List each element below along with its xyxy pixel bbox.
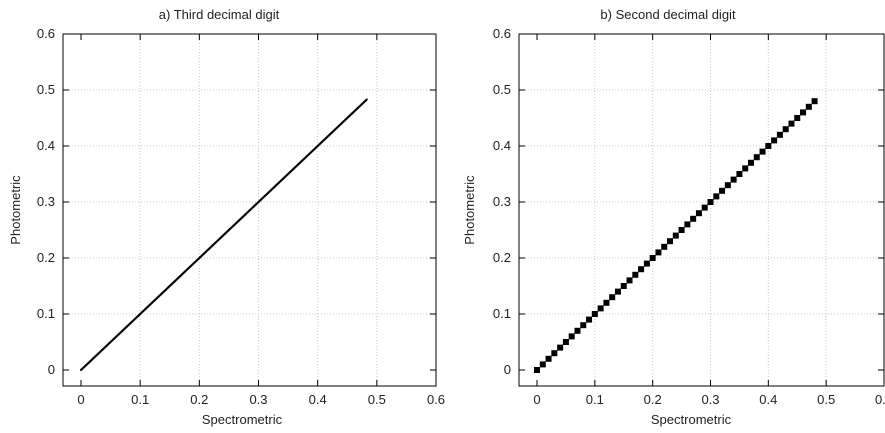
y-axis-label-a: Photometric — [8, 175, 23, 245]
x-tick-label: 0.3 — [701, 392, 719, 407]
x-tick-label: 0.5 — [817, 392, 835, 407]
data-point — [742, 165, 749, 172]
data-point — [534, 367, 540, 373]
y-tick-label: 0 — [48, 362, 55, 377]
y-tick-label: 0.1 — [37, 306, 55, 321]
data-point — [690, 215, 697, 222]
y-tick-label: 0.6 — [37, 26, 55, 41]
y-tick-label: 0 — [504, 362, 511, 377]
data-point — [614, 288, 621, 295]
x-axis-label-a: Spectrometric — [202, 412, 283, 427]
data-point — [580, 322, 587, 329]
x-ticks-a: 0 0.1 0.2 0.3 0.4 0.5 0.6 — [77, 34, 445, 407]
x-tick-label: 0.6 — [875, 392, 885, 407]
data-point — [672, 232, 679, 239]
chart-panel-a: a) Third decimal digit 00.10.20.30.40.50… — [8, 7, 445, 427]
data-point — [695, 210, 702, 217]
data-point — [713, 193, 720, 200]
x-tick-label: 0.4 — [309, 392, 327, 407]
data-point — [591, 311, 598, 317]
x-tick-label: 0.4 — [759, 392, 777, 407]
data-point — [765, 143, 772, 149]
data-point — [753, 154, 760, 161]
y-tick-label: 0.3 — [493, 194, 511, 209]
data-point — [603, 299, 610, 306]
data-point — [632, 271, 639, 278]
data-point — [620, 283, 627, 289]
data-point — [724, 182, 731, 189]
data-point — [568, 333, 575, 340]
plot-frame-b — [518, 33, 885, 387]
data-point — [655, 249, 662, 256]
chart-title-a: a) Third decimal digit — [159, 7, 280, 22]
y-ticks-a: 0 0.1 0.2 0.3 0.4 0.5 0.6 — [37, 26, 436, 377]
data-point — [539, 361, 546, 368]
data-point — [719, 187, 726, 194]
x-tick-label: 0.3 — [249, 392, 267, 407]
data-point — [667, 238, 674, 245]
y-tick-label: 0.5 — [493, 82, 511, 97]
data-point — [759, 148, 766, 155]
data-point — [649, 255, 656, 261]
x-tick-label: 0.6 — [427, 392, 445, 407]
plot-frame-a — [62, 33, 437, 387]
x-tick-label: 0.5 — [368, 392, 386, 407]
data-point — [788, 120, 795, 127]
y-tick-label: 0.2 — [493, 250, 511, 265]
chart-title-b: b) Second decimal digit — [600, 7, 736, 22]
y-tick-label: 0.4 — [493, 138, 511, 153]
x-ticks-b: 0 0.1 0.2 0.3 0.4 0.5 0.6 — [533, 34, 885, 407]
data-point — [811, 98, 818, 105]
data-point — [776, 131, 783, 138]
grid-a — [63, 34, 436, 386]
data-point — [771, 137, 778, 144]
y-tick-label: 0.6 — [493, 26, 511, 41]
grid-b — [519, 34, 884, 386]
data-point — [574, 327, 581, 334]
x-tick-label: 0.2 — [190, 392, 208, 407]
data-point — [557, 344, 564, 351]
data-point — [643, 260, 650, 267]
data-point — [597, 305, 604, 312]
data-point — [678, 227, 685, 233]
data-points-b — [534, 98, 818, 373]
data-point — [626, 277, 633, 284]
y-tick-label: 0.4 — [37, 138, 55, 153]
y-axis-label-b: Photometric — [462, 175, 477, 245]
chart-panel-b: b) Second decimal digit 0 0.1 0.2 0.3 0.4 0.5… — [462, 7, 885, 427]
data-point — [730, 176, 737, 183]
y-tick-label: 0.2 — [37, 250, 55, 265]
x-tick-label: 0 — [533, 392, 540, 407]
data-point — [794, 115, 801, 121]
data-point — [609, 294, 616, 301]
x-tick-label: 0.1 — [131, 392, 149, 407]
y-tick-label: 0.1 — [493, 306, 511, 321]
x-tick-label: 0.2 — [644, 392, 662, 407]
data-point — [736, 171, 743, 177]
data-point — [661, 243, 668, 250]
x-tick-label: 0.1 — [586, 392, 604, 407]
x-tick-label: 0 — [77, 392, 84, 407]
data-point — [747, 159, 754, 166]
data-point — [707, 199, 714, 205]
y-tick-label: 0.5 — [37, 82, 55, 97]
data-point — [701, 204, 708, 211]
data-point — [586, 316, 593, 323]
data-point — [551, 350, 558, 357]
data-point — [805, 103, 812, 110]
data-point — [562, 339, 569, 345]
x-axis-label-b: Spectrometric — [651, 412, 732, 427]
data-point — [684, 221, 691, 228]
y-ticks-b: 0 0.1 0.2 0.3 0.4 0.5 0.6 — [493, 26, 884, 377]
data-point — [365, 98, 368, 101]
data-point — [638, 266, 645, 273]
data-point — [545, 355, 552, 362]
y-tick-label: 0.3 — [37, 194, 55, 209]
data-point — [782, 126, 789, 133]
data-point — [800, 109, 807, 116]
data-points-a — [80, 98, 368, 371]
